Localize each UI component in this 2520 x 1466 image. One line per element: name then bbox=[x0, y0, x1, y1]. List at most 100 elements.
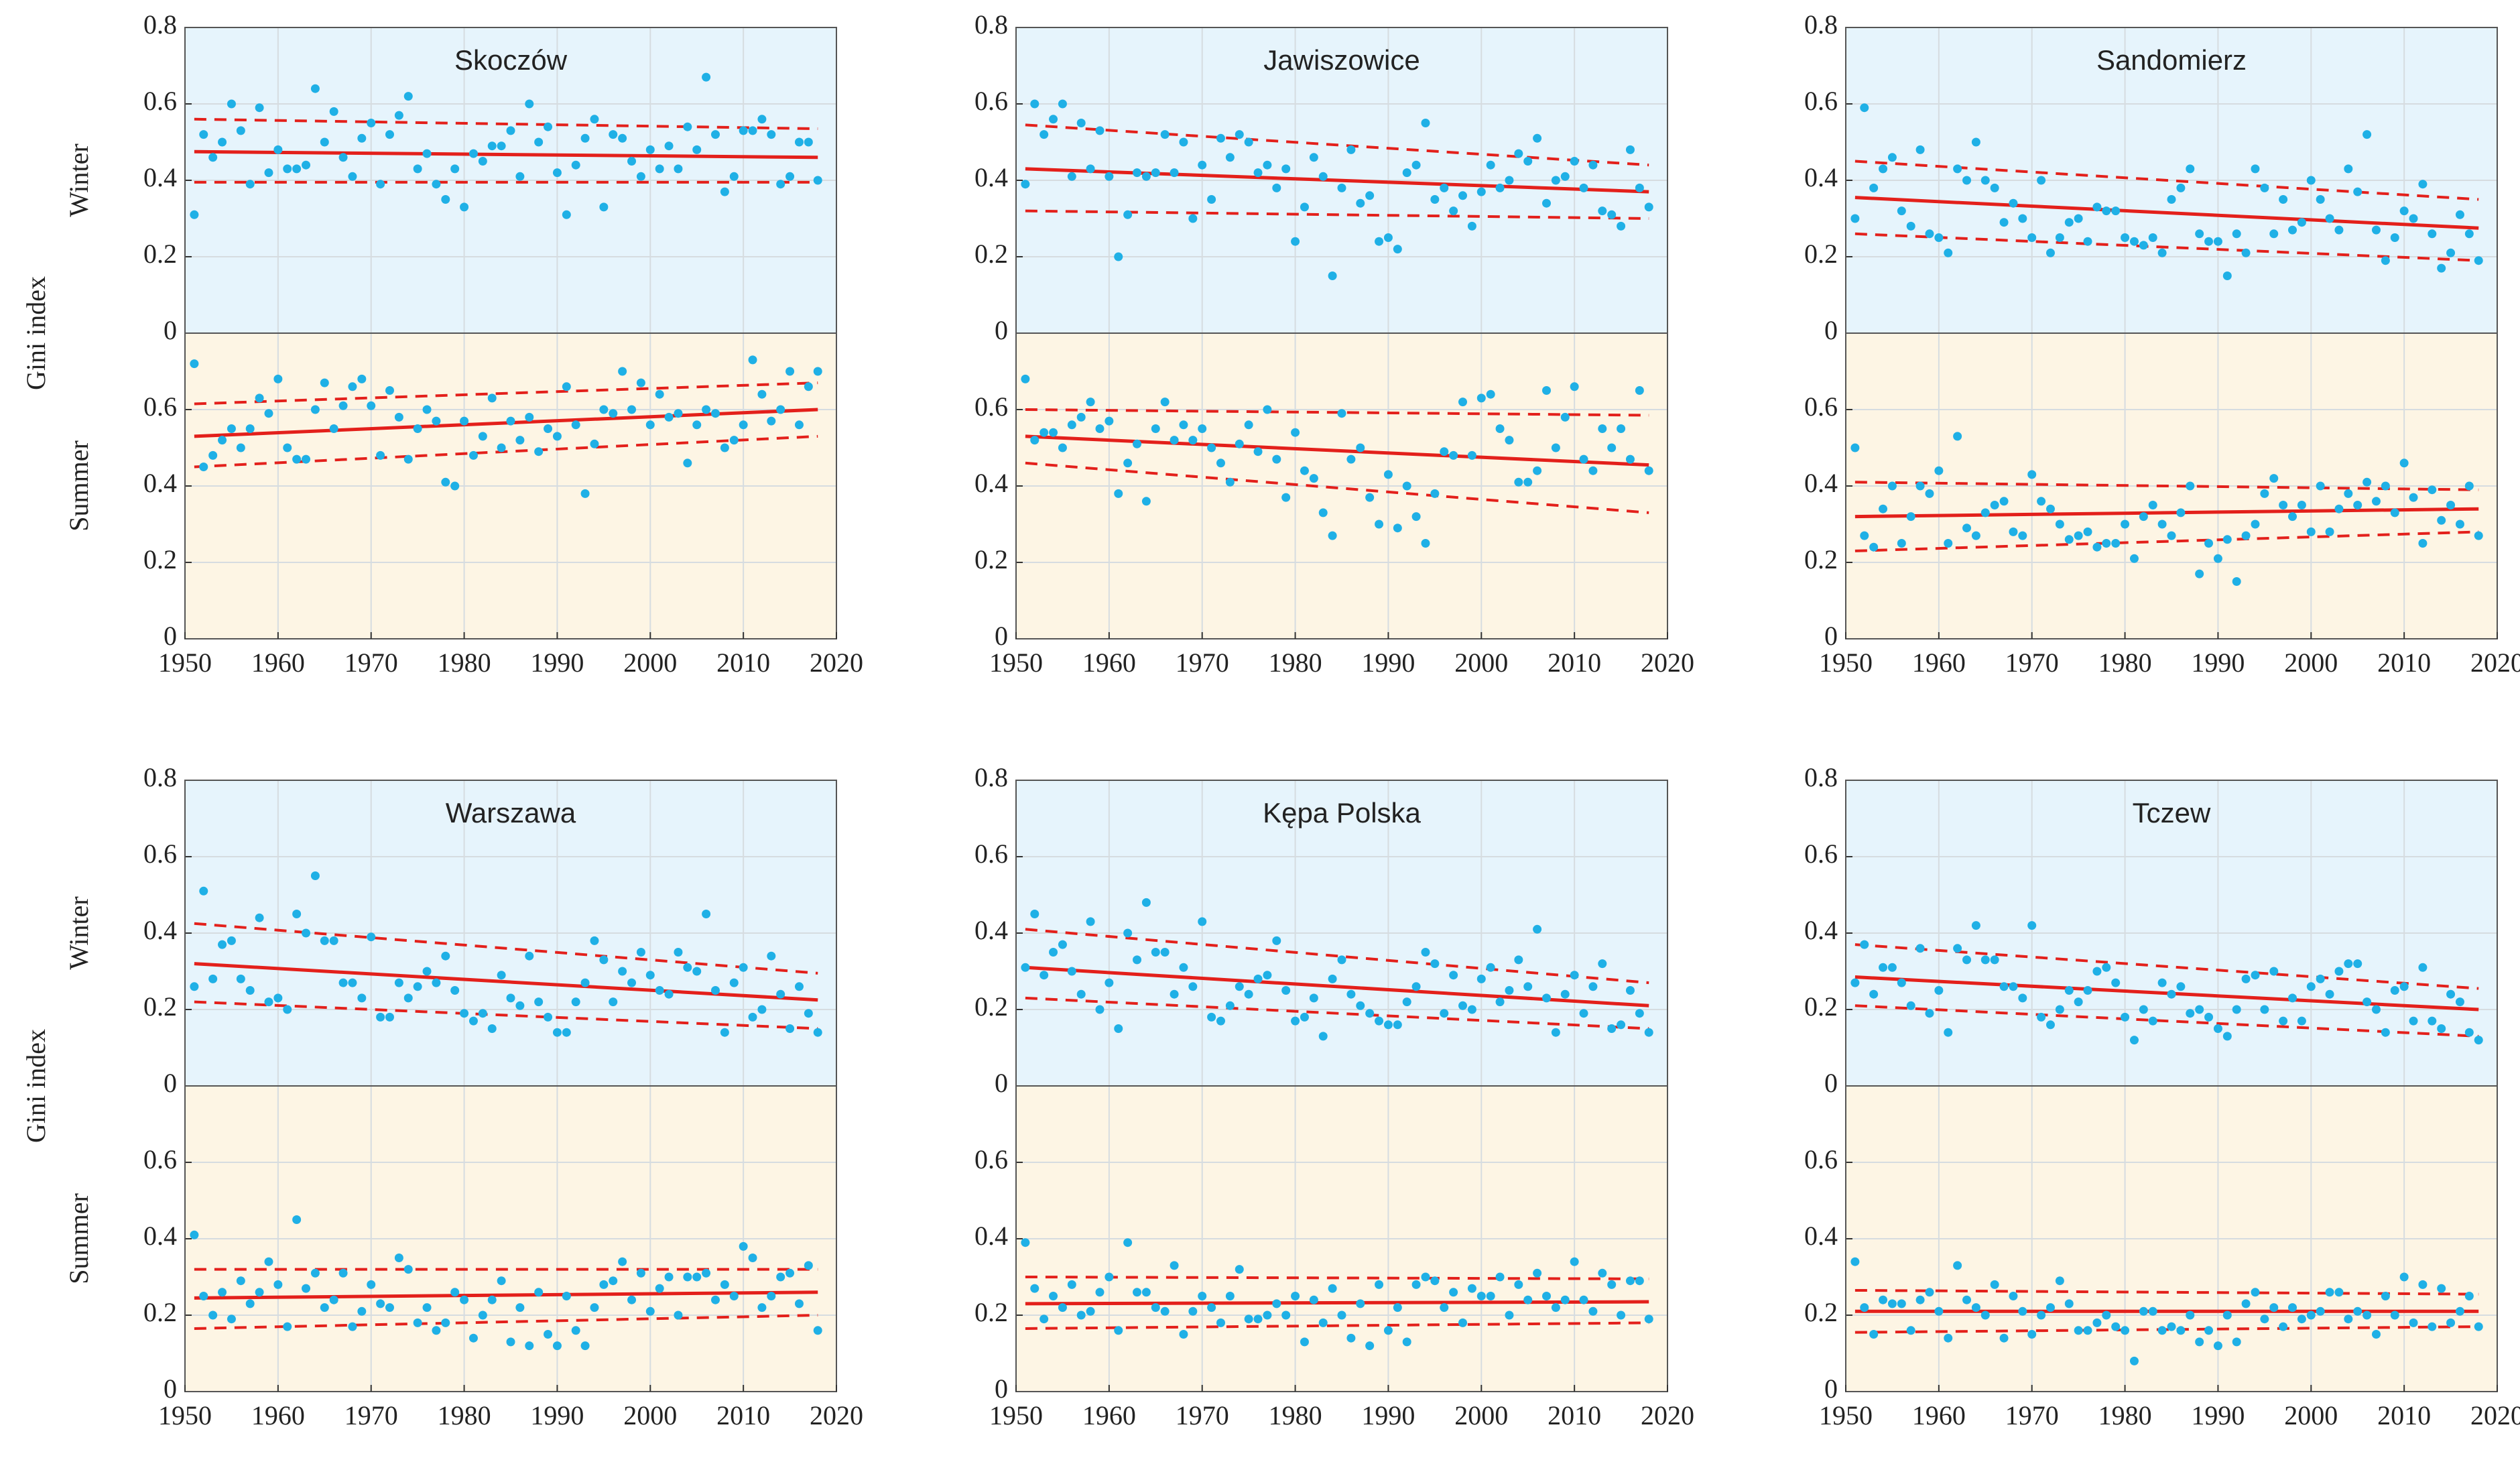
data-point bbox=[1309, 153, 1318, 162]
data-point bbox=[273, 1280, 283, 1289]
panel-title: Kępa Polska bbox=[1263, 797, 1421, 829]
data-point bbox=[357, 374, 367, 383]
confidence-line bbox=[1025, 928, 1649, 985]
data-point bbox=[1495, 997, 1505, 1007]
x-tick-label: 2000 bbox=[623, 1400, 677, 1430]
data-point bbox=[683, 963, 692, 972]
data-point bbox=[1272, 454, 1281, 464]
data-point bbox=[1476, 1292, 1486, 1300]
data-point bbox=[1495, 424, 1505, 433]
data-point bbox=[1105, 978, 1114, 987]
data-point bbox=[320, 378, 329, 387]
y-tick-label: 0.4 bbox=[143, 1221, 177, 1251]
data-point bbox=[2418, 180, 2428, 189]
data-point bbox=[1449, 450, 1458, 460]
data-point bbox=[1170, 989, 1179, 999]
data-point bbox=[627, 1295, 637, 1304]
y-tick-label: 0.8 bbox=[1804, 762, 1838, 792]
x-tick-label: 1990 bbox=[2191, 1400, 2245, 1430]
data-point bbox=[1375, 520, 1384, 529]
data-point bbox=[1953, 944, 1962, 953]
data-point bbox=[1980, 1310, 1990, 1320]
data-point bbox=[1644, 1315, 1653, 1324]
data-point bbox=[2092, 1318, 2102, 1327]
data-point bbox=[1860, 940, 1869, 949]
data-point bbox=[1421, 539, 1430, 548]
data-point bbox=[2111, 539, 2121, 548]
y-tick-label: 0.6 bbox=[1804, 1144, 1838, 1174]
data-point bbox=[376, 1299, 385, 1308]
data-point bbox=[1393, 245, 1402, 254]
x-tick-label: 1970 bbox=[1176, 1400, 1229, 1430]
data-point bbox=[655, 164, 664, 174]
y-tick-label: 0.8 bbox=[974, 762, 1008, 792]
panel: 0 0.2 0.4 0.6 0.8 0 0.2 0.4 0.6 1950 1960 1970 1980 1… bbox=[974, 9, 1694, 678]
data-point bbox=[757, 1005, 767, 1014]
data-point bbox=[2446, 501, 2456, 509]
data-point bbox=[441, 195, 450, 204]
data-point bbox=[2213, 1341, 2222, 1351]
data-point bbox=[1579, 1009, 1588, 1018]
data-point bbox=[2418, 539, 2428, 548]
data-point bbox=[2325, 527, 2334, 536]
data-point bbox=[1160, 948, 1170, 957]
data-point bbox=[1356, 1299, 1365, 1308]
data-point bbox=[590, 439, 599, 448]
data-point bbox=[1411, 512, 1421, 522]
data-point bbox=[1086, 917, 1095, 926]
data-point bbox=[2269, 1303, 2279, 1312]
data-point bbox=[757, 115, 767, 124]
data-point bbox=[2390, 986, 2399, 995]
data-point bbox=[2176, 1326, 2186, 1335]
confidence-line bbox=[194, 117, 818, 131]
data-point bbox=[338, 153, 348, 162]
data-point bbox=[2222, 535, 2232, 544]
y-tick-label: 0 bbox=[1824, 621, 1838, 651]
data-point bbox=[348, 1322, 357, 1331]
data-point bbox=[1123, 1238, 1133, 1247]
data-point bbox=[1253, 974, 1263, 983]
x-tick-label: 1980 bbox=[1269, 648, 1322, 678]
data-point bbox=[1625, 454, 1635, 464]
data-point bbox=[1133, 439, 1142, 448]
data-point bbox=[1058, 940, 1067, 949]
data-point bbox=[2334, 504, 2344, 513]
data-point bbox=[2371, 497, 2381, 506]
data-point bbox=[2334, 967, 2344, 976]
data-point bbox=[571, 1326, 580, 1335]
data-point bbox=[2399, 459, 2409, 468]
data-point bbox=[1953, 164, 1962, 174]
data-point bbox=[2092, 967, 2102, 976]
data-point bbox=[468, 450, 478, 460]
y-tick-label: 0.4 bbox=[1804, 1221, 1838, 1251]
data-point bbox=[1999, 1333, 2009, 1343]
data-point bbox=[1095, 126, 1105, 135]
data-point bbox=[487, 393, 497, 403]
x-tick-label: 1960 bbox=[251, 648, 305, 678]
data-point bbox=[2055, 1005, 2064, 1014]
data-point bbox=[1541, 198, 1551, 208]
data-point bbox=[1383, 470, 1393, 479]
data-point bbox=[2195, 1337, 2204, 1347]
data-point bbox=[1588, 160, 1598, 170]
data-point bbox=[785, 1024, 795, 1033]
data-point bbox=[2195, 569, 2204, 578]
data-point bbox=[1337, 409, 1346, 418]
data-point bbox=[1049, 115, 1058, 124]
data-point bbox=[357, 993, 367, 1003]
data-point bbox=[357, 1306, 367, 1316]
data-point bbox=[2455, 997, 2464, 1007]
data-point bbox=[729, 172, 739, 181]
data-point bbox=[1170, 436, 1179, 445]
data-point bbox=[2428, 1322, 2437, 1331]
panel: 0 0.2 0.4 0.6 0.8 0 0.2 0.4 0.6 1950 1960 1970 1980 1… bbox=[143, 9, 863, 678]
data-point bbox=[683, 459, 692, 468]
data-point bbox=[2455, 210, 2464, 219]
data-point bbox=[776, 1272, 785, 1282]
data-point bbox=[2334, 225, 2344, 235]
data-point bbox=[1644, 1028, 1653, 1037]
data-point bbox=[710, 986, 720, 995]
x-tick-label: 1990 bbox=[530, 648, 584, 678]
confidence-line bbox=[1025, 461, 1649, 514]
data-point bbox=[674, 164, 683, 174]
